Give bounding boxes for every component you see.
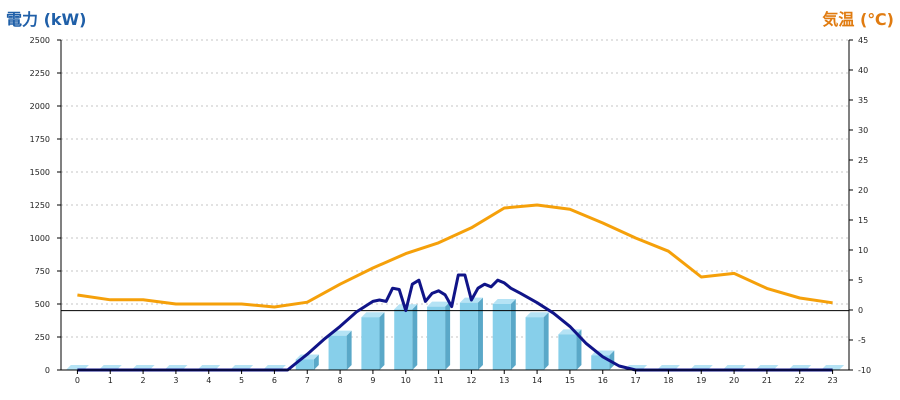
bar-front <box>492 304 511 370</box>
left-tick-label: 1750 <box>30 135 50 144</box>
x-tick-label: 19 <box>696 376 706 385</box>
x-tick-label: 23 <box>827 376 837 385</box>
x-tick-label: 1 <box>108 376 113 385</box>
bar-front <box>328 335 347 370</box>
x-tick-label: 6 <box>272 376 277 385</box>
x-tick-label: 3 <box>173 376 178 385</box>
bar-front <box>459 302 478 370</box>
bar <box>361 312 385 370</box>
right-tick-label: 5 <box>858 276 863 285</box>
bar-side <box>576 329 582 370</box>
left-tick-label: 1500 <box>30 168 50 177</box>
left-tick-label: 500 <box>35 300 50 309</box>
left-tick-label: 2250 <box>30 69 50 78</box>
bar <box>427 301 451 370</box>
x-tick-label: 0 <box>75 376 80 385</box>
bar-side <box>379 312 385 370</box>
right-tick-label: -10 <box>858 366 871 375</box>
x-tick-label: 2 <box>141 376 146 385</box>
bar-series <box>65 297 845 371</box>
x-tick-label: 5 <box>239 376 244 385</box>
right-axis-title: 気温 (℃) <box>822 10 894 29</box>
bar-top <box>427 301 451 307</box>
right-tick-label: 35 <box>858 96 868 105</box>
x-tick-label: 17 <box>630 376 640 385</box>
bar-top <box>361 312 385 318</box>
bar-side <box>313 354 319 370</box>
left-tick-label: 0 <box>45 366 50 375</box>
bar-side <box>412 304 418 370</box>
line-series <box>61 203 849 372</box>
right-tick-label: 30 <box>858 126 868 135</box>
x-tick-label: 7 <box>305 376 310 385</box>
bar-side <box>543 312 549 370</box>
right-tick-label: 45 <box>858 36 868 45</box>
bar <box>394 304 418 370</box>
left-tick-label: 2500 <box>30 36 50 45</box>
x-tick-label: 15 <box>565 376 575 385</box>
temperature-line <box>77 203 833 309</box>
bar-front <box>558 334 577 370</box>
x-tick-label: 4 <box>206 376 211 385</box>
bar-front <box>394 309 413 370</box>
left-tick-label: 750 <box>35 267 50 276</box>
x-tick-label: 12 <box>466 376 476 385</box>
bar-front <box>295 359 314 370</box>
right-tick-label: 20 <box>858 186 868 195</box>
bar <box>558 329 582 370</box>
left-tick-label: 250 <box>35 333 50 342</box>
bar-side <box>477 297 483 370</box>
bar-front <box>427 306 446 370</box>
x-tick-label: 13 <box>499 376 509 385</box>
axes <box>57 39 853 374</box>
x-tick-label: 14 <box>532 376 542 385</box>
bar-front <box>361 317 380 370</box>
bar-top <box>492 299 516 304</box>
bar-top <box>525 312 549 318</box>
x-tick-label: 10 <box>401 376 411 385</box>
x-tick-label: 16 <box>598 376 608 385</box>
left-axis-title: 電力 (kW) <box>6 10 87 29</box>
bar <box>525 312 549 370</box>
right-tick-label: 10 <box>858 246 868 255</box>
x-tick-label: 9 <box>370 376 375 385</box>
x-tick-label: 22 <box>795 376 805 385</box>
right-tick-label: 15 <box>858 216 868 225</box>
bar <box>459 297 483 370</box>
bar-front <box>525 317 544 370</box>
bar-side <box>510 299 516 370</box>
power-line <box>77 273 833 372</box>
right-tick-label: 25 <box>858 156 868 165</box>
x-tick-label: 11 <box>433 376 443 385</box>
x-tick-label: 18 <box>663 376 673 385</box>
bar <box>328 330 352 370</box>
right-tick-label: 40 <box>858 66 868 75</box>
left-tick-label: 1250 <box>30 201 50 210</box>
right-tick-label: 0 <box>858 306 863 315</box>
x-tick-label: 20 <box>729 376 739 385</box>
left-tick-label: 1000 <box>30 234 50 243</box>
right-tick-label: -5 <box>858 336 866 345</box>
x-tick-label: 8 <box>338 376 343 385</box>
bar-side <box>445 301 451 370</box>
bar <box>492 299 516 370</box>
left-tick-label: 2000 <box>30 102 50 111</box>
tick-labels: 02505007501000125015001750200022502500-1… <box>30 36 871 385</box>
bar-side <box>346 330 352 370</box>
x-tick-label: 21 <box>762 376 772 385</box>
